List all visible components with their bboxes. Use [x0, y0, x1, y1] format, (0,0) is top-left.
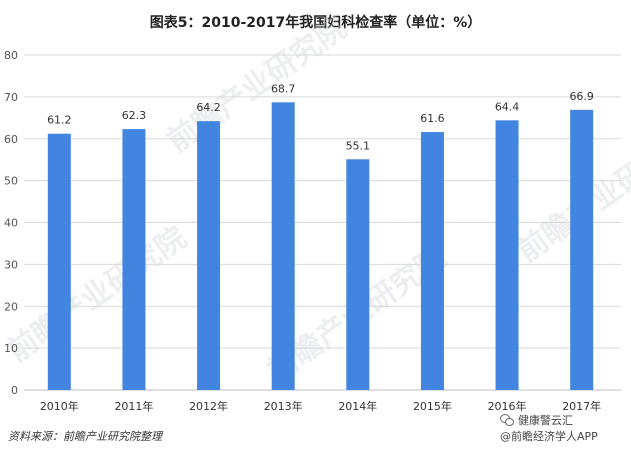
- x-tick-label: 2014年: [338, 399, 377, 413]
- wechat-badge: 健康警云汇 @前瞻经济学人APP: [500, 412, 625, 444]
- y-tick-label: 80: [4, 49, 18, 62]
- bar: [122, 129, 146, 390]
- y-tick-label: 20: [4, 300, 18, 313]
- y-tick-label: 0: [11, 384, 18, 397]
- wechat-account: 健康警云汇: [518, 414, 573, 427]
- x-tick-label: 2012年: [189, 399, 228, 413]
- y-tick-label: 10: [4, 342, 18, 355]
- x-tick-label: 2017年: [562, 399, 601, 413]
- data-label: 61.6: [420, 112, 445, 125]
- bar: [570, 109, 594, 390]
- x-tick-label: 2015年: [413, 399, 452, 413]
- data-label: 61.2: [47, 114, 72, 127]
- data-label: 66.9: [569, 90, 594, 103]
- y-tick-label: 30: [4, 258, 18, 271]
- data-label: 55.1: [346, 139, 371, 152]
- data-label: 68.7: [271, 82, 296, 95]
- data-label: 62.3: [122, 109, 147, 122]
- bar: [197, 121, 221, 390]
- chart-title: 图表5：2010-2017年我国妇科检查率（单位：%）: [149, 15, 482, 31]
- wechat-handle: @前瞻经济学人APP: [500, 430, 598, 443]
- bar: [346, 159, 370, 390]
- data-label: 64.4: [495, 100, 520, 113]
- bar: [47, 133, 71, 390]
- y-tick-label: 40: [4, 217, 18, 230]
- x-tick-label: 2010年: [40, 399, 79, 413]
- source-note: 资料来源：前瞻产业研究院整理: [8, 430, 162, 443]
- bar: [271, 102, 295, 390]
- data-label: 64.2: [196, 101, 221, 114]
- y-tick-label: 50: [4, 175, 18, 188]
- y-tick-label: 60: [4, 133, 18, 146]
- wechat-icon: [500, 414, 514, 426]
- x-tick-label: 2016年: [488, 399, 527, 413]
- bar: [420, 132, 444, 391]
- y-tick-label: 70: [4, 91, 18, 104]
- x-tick-label: 2011年: [114, 399, 153, 413]
- x-tick-label: 2013年: [264, 399, 303, 413]
- bar: [495, 120, 519, 390]
